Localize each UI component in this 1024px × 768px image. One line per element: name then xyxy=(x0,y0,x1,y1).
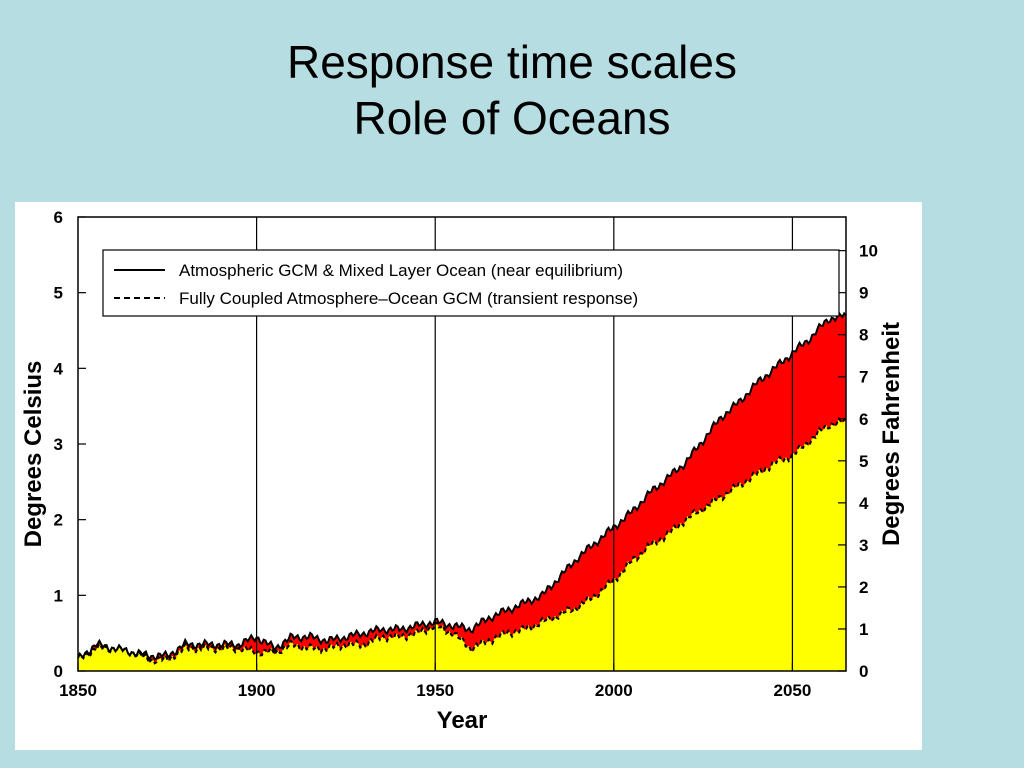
y2-tick-label-10: 10 xyxy=(859,242,878,261)
y2-tick-label-5: 5 xyxy=(859,452,868,471)
y2-tick-label-3: 3 xyxy=(859,536,868,555)
x-tick-label-2050: 2050 xyxy=(774,681,812,700)
chart-legend: Atmospheric GCM & Mixed Layer Ocean (nea… xyxy=(102,249,840,317)
x-tick-label-1950: 1950 xyxy=(416,681,454,700)
y2-tick-label-1: 1 xyxy=(859,620,868,639)
temperature-chart: 1850 1900 1950 2000 20500123456012345678910 … xyxy=(20,208,905,734)
y-axis-title-fahrenheit: Degrees Fahrenheit xyxy=(878,322,905,546)
y-tick-label-6: 6 xyxy=(54,208,63,227)
y2-tick-label-4: 4 xyxy=(859,494,869,513)
y2-tick-label-2: 2 xyxy=(859,578,868,597)
x-axis-title: Year xyxy=(437,707,488,734)
chart-panel: 1850 1900 1950 2000 2050 0 1 2 3 4 5 6 0 1 2 3 4 5 6 7 8 9 10 … xyxy=(15,202,922,750)
y2-tick-label-0: 0 xyxy=(859,662,868,681)
y-tick-label-1: 1 xyxy=(54,586,63,605)
chart-ticks: 1850 1900 1950 2000 2050 0 1 2 3 4 5 6 0 1 2 3 4 5 6 7 8 9 10 xyxy=(54,208,878,700)
chart-series-lines xyxy=(77,310,847,665)
slide-title-line-2: Role of Oceans xyxy=(353,92,671,144)
slide-title: Response time scales Role of Oceans xyxy=(0,34,1024,146)
y-tick-label-0: 0 xyxy=(54,662,63,681)
y-tick-label-5: 5 xyxy=(54,284,63,303)
y-tick-label-3: 3 xyxy=(54,435,63,454)
y2-tick-label-6: 6 xyxy=(859,410,868,429)
x-tick-label-1850: 1850 xyxy=(59,681,97,700)
y-tick-label-2: 2 xyxy=(54,511,63,530)
slide-title-line-1: Response time scales xyxy=(287,36,737,88)
transient-area xyxy=(78,418,846,671)
x-tick-label-1900: 1900 xyxy=(238,681,276,700)
legend-label-2: Fully Coupled Atmosphere–Ocean GCM (tran… xyxy=(179,289,638,308)
legend-label-1: Atmospheric GCM & Mixed Layer Ocean (nea… xyxy=(179,261,623,280)
y-axis-title-celsius: Degrees Celsius xyxy=(20,361,47,548)
x-tick-label-2000: 2000 xyxy=(595,681,633,700)
legend-box xyxy=(102,249,840,317)
y-tick-label-4: 4 xyxy=(54,359,64,378)
y2-tick-label-7: 7 xyxy=(859,368,868,387)
y2-tick-label-9: 9 xyxy=(859,284,868,303)
chart-areas xyxy=(78,312,846,671)
equilibrium-line xyxy=(77,310,847,662)
y2-tick-label-8: 8 xyxy=(859,326,868,345)
